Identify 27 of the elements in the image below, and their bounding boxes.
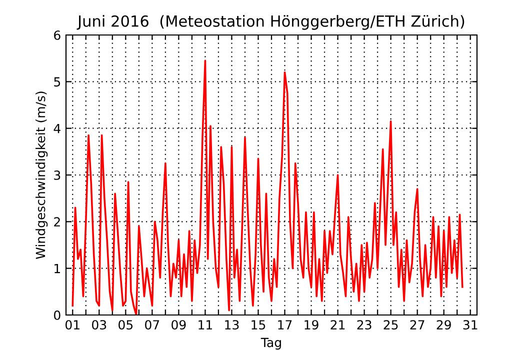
y-tick-label: 0 — [54, 310, 60, 320]
y-tick-label: 1 — [54, 264, 60, 274]
x-tick-label: 11 — [198, 320, 212, 330]
x-tick-label: 03 — [92, 320, 106, 330]
y-tick-label: 4 — [54, 124, 60, 134]
x-tick-label: 15 — [252, 320, 266, 330]
x-tick-label: 13 — [225, 320, 239, 330]
line-series — [72, 60, 464, 315]
chart-title: Juni 2016 (Meteostation Hönggerberg/ETH Zürich) — [76, 15, 464, 30]
y-tick-label: 5 — [54, 77, 60, 87]
x-tick-label: 29 — [436, 320, 451, 330]
x-tick-label: 05 — [118, 320, 133, 330]
x-axis-title: Tag — [260, 338, 281, 350]
y-tick-label: 2 — [54, 217, 60, 226]
x-tick-label: 21 — [330, 320, 345, 330]
x-tick-label: 19 — [304, 320, 318, 330]
x-tick-label: 25 — [384, 320, 398, 330]
x-tick-label: 09 — [172, 320, 186, 330]
y-axis-title: Windgeschwindigkeit (m/s) — [36, 92, 48, 259]
x-tick-label: 01 — [66, 320, 80, 330]
x-tick-label: 17 — [278, 320, 292, 330]
x-tick-label: 07 — [145, 320, 160, 330]
y-tick-label: 6 — [54, 30, 60, 40]
x-tick-label: 31 — [463, 320, 478, 330]
x-tick-label: 23 — [357, 320, 372, 330]
y-tick-label: 3 — [54, 170, 60, 180]
x-tick-label: 27 — [410, 320, 424, 330]
